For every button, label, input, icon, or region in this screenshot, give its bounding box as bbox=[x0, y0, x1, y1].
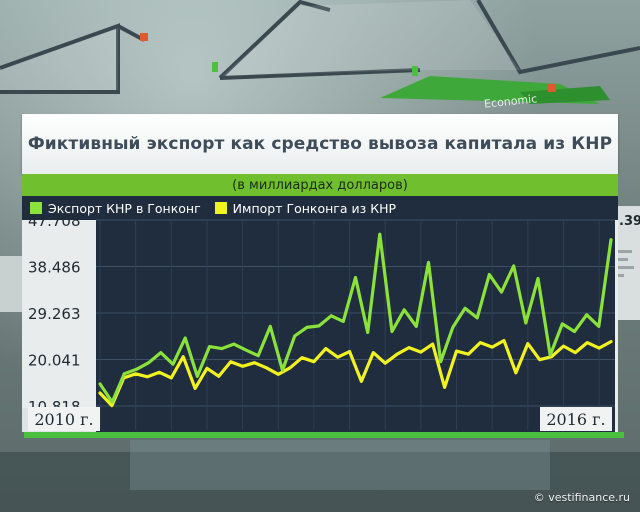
chart-legend: Экспорт КНР в Гонконг Импорт Гонконга из… bbox=[22, 198, 396, 218]
y-tick-label: 20.041 bbox=[28, 351, 81, 369]
chart-subtitle-bar: (в миллиардах долларов) bbox=[22, 174, 618, 196]
y-tick-label: 47.708 bbox=[28, 212, 81, 230]
chart-title-bar: Фиктивный экспорт как средство вывоза ка… bbox=[22, 114, 618, 174]
legend-item-export: Экспорт КНР в Гонконг bbox=[30, 201, 201, 216]
edge-number: .39 bbox=[619, 214, 640, 229]
legend-background bbox=[22, 196, 618, 220]
y-tick-label: 29.263 bbox=[28, 305, 81, 323]
chart-subtitle: (в миллиардах долларов) bbox=[232, 177, 408, 193]
series-line-import bbox=[98, 338, 613, 408]
watermark: © vestifinance.ru bbox=[533, 491, 630, 504]
legend-label-export: Экспорт КНР в Гонконг bbox=[48, 200, 201, 216]
legend-label-import: Импорт Гонконга из КНР bbox=[232, 200, 397, 216]
legend-swatch-import bbox=[214, 202, 227, 214]
y-tick-label: 38.486 bbox=[28, 258, 81, 276]
chart-title: Фиктивный экспорт как средство вывоза ка… bbox=[27, 134, 613, 154]
legend-item-import: Импорт Гонконга из КНР bbox=[214, 200, 397, 216]
plot-area bbox=[96, 220, 615, 432]
x-end-label: 2016 г. bbox=[540, 407, 612, 431]
x-start-label: 2010 г. bbox=[28, 407, 100, 431]
series-line-export bbox=[98, 232, 613, 404]
legend-swatch-export bbox=[30, 202, 42, 214]
